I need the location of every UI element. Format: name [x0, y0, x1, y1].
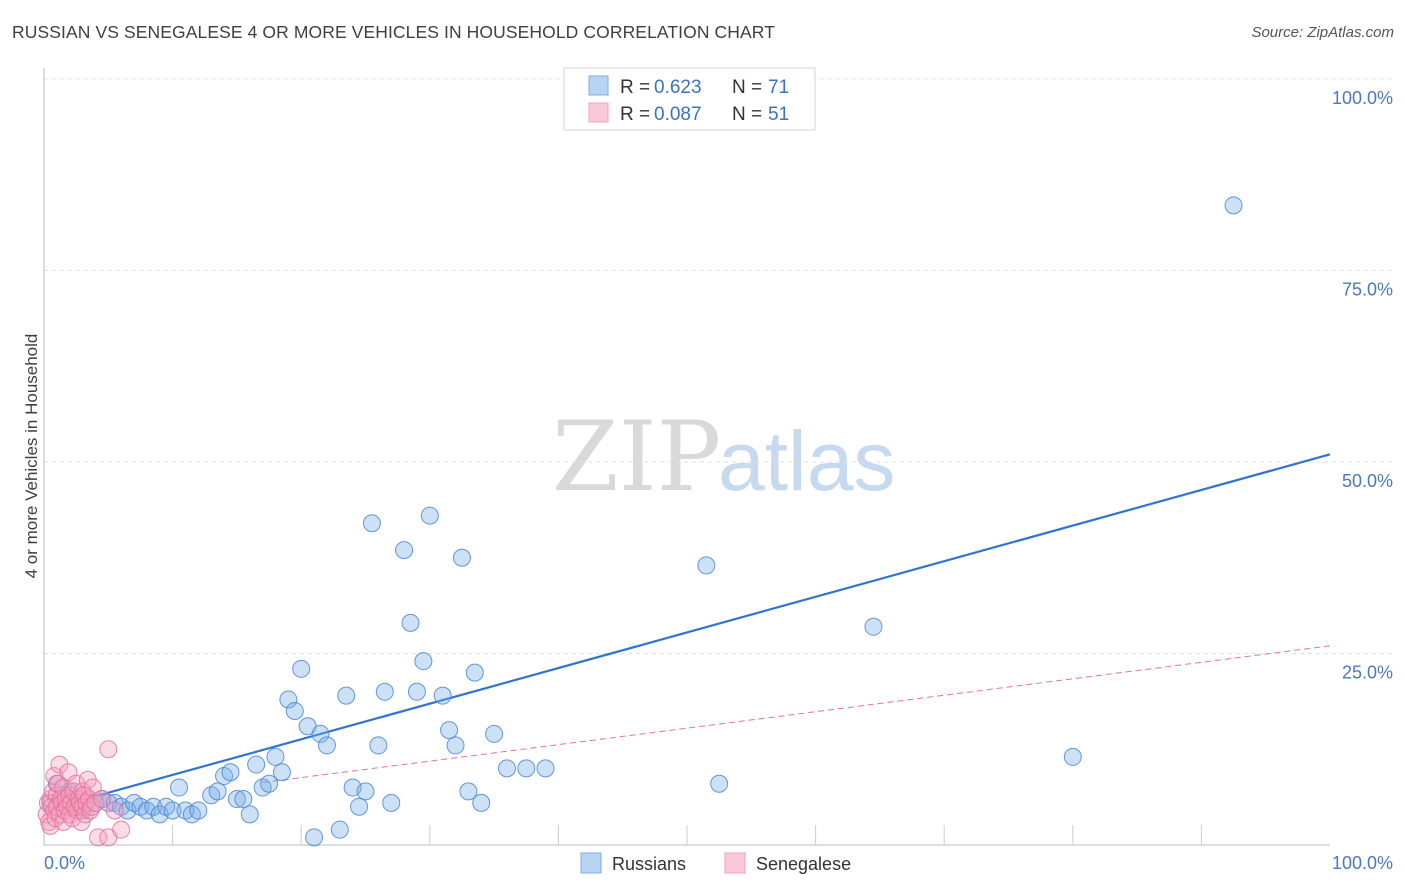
point-senegalese-50 — [99, 740, 118, 759]
point-senegalese-45 — [89, 828, 108, 847]
bottom-legend-swatch-russians — [580, 852, 602, 874]
series-legend: Russians Senegalese — [580, 852, 851, 874]
point-russians-70 — [864, 617, 883, 636]
point-russians-35 — [272, 763, 291, 782]
point-russians-59 — [446, 736, 465, 755]
bottom-legend-label-russians: Russians — [612, 854, 686, 874]
legend-r-value-russians: 0.623 — [654, 77, 702, 98]
y-tick-label-3: 100.0% — [1332, 88, 1393, 108]
point-russians-72 — [1224, 196, 1243, 215]
point-russians-30 — [240, 805, 259, 824]
watermark-zip: ZIP — [552, 401, 721, 513]
point-russians-58 — [440, 721, 459, 740]
point-russians-71 — [1063, 747, 1082, 766]
chart-title: RUSSIAN VS SENEGALESE 4 OR MORE VEHICLES… — [12, 22, 776, 42]
point-russians-65 — [497, 759, 516, 778]
y-tick-label-0: 25.0% — [1342, 663, 1393, 683]
point-russians-48 — [362, 514, 381, 533]
point-senegalese-46 — [92, 790, 111, 809]
legend-n-value-senegalese: 51 — [768, 104, 789, 125]
point-russians-52 — [395, 541, 414, 560]
legend-swatch-senegalese — [588, 102, 609, 123]
legend-r-value-senegalese: 0.087 — [654, 104, 702, 125]
point-russians-41 — [311, 724, 330, 743]
point-russians-68 — [697, 556, 716, 575]
legend-r-label-senegalese: R = — [620, 104, 650, 125]
point-russians-27 — [221, 763, 240, 782]
point-russians-49 — [369, 736, 388, 755]
point-russians-16 — [144, 797, 163, 816]
point-russians-31 — [247, 755, 266, 774]
point-russians-25 — [208, 782, 227, 801]
point-russians-42 — [317, 736, 336, 755]
point-senegalese-49 — [112, 820, 131, 839]
point-russians-23 — [189, 801, 208, 820]
point-russians-19 — [163, 801, 182, 820]
point-russians-57 — [433, 686, 452, 705]
point-russians-53 — [401, 613, 420, 632]
point-russians-34 — [266, 747, 285, 766]
point-russians-33 — [260, 774, 279, 793]
point-russians-54 — [407, 682, 426, 701]
point-russians-63 — [472, 793, 491, 812]
point-russians-60 — [452, 548, 471, 567]
point-russians-51 — [382, 793, 401, 812]
y-tick-labels: 25.0% 50.0% 75.0% 100.0% — [1332, 88, 1393, 683]
source-label: Source: ZipAtlas.com — [1251, 24, 1394, 41]
axes — [43, 68, 1330, 846]
point-russians-37 — [285, 701, 304, 720]
point-russians-28 — [227, 790, 246, 809]
bottom-legend-swatch-senegalese — [724, 852, 746, 874]
y-tick-label-2: 75.0% — [1342, 280, 1393, 300]
y-axis-label: 4 or more Vehicles in Household — [22, 334, 41, 579]
legend-n-value-russians: 71 — [768, 77, 789, 98]
point-russians-29 — [234, 790, 253, 809]
point-russians-46 — [350, 797, 369, 816]
point-russians-38 — [292, 659, 311, 678]
point-russians-20 — [170, 778, 189, 797]
y-tick-label-1: 50.0% — [1342, 471, 1393, 491]
point-russians-62 — [465, 663, 484, 682]
point-russians-50 — [375, 682, 394, 701]
x-tick-label-max: 100.0% — [1332, 853, 1393, 873]
point-russians-66 — [517, 759, 536, 778]
legend-n-label-senegalese: N = — [732, 104, 762, 125]
point-russians-64 — [485, 724, 504, 743]
gridlines — [44, 78, 1393, 654]
point-russians-40 — [305, 828, 324, 847]
trendline-russians — [82, 453, 1331, 801]
point-senegalese-48 — [105, 801, 124, 820]
point-russians-36 — [279, 690, 298, 709]
point-russians-69 — [710, 774, 729, 793]
point-russians-43 — [330, 820, 349, 839]
legend-n-label-russians: N = — [732, 77, 762, 98]
watermark-atlas: atlas — [718, 414, 895, 508]
point-russians-47 — [356, 782, 375, 801]
point-russians-67 — [536, 759, 555, 778]
point-russians-61 — [459, 782, 478, 801]
x-tick-label-min: 0.0% — [44, 853, 85, 873]
legend-r-label-russians: R = — [620, 77, 650, 98]
series-russians — [41, 196, 1243, 847]
data-points — [37, 196, 1243, 847]
series-senegalese — [37, 740, 131, 847]
point-senegalese-14 — [50, 755, 69, 774]
point-senegalese-17 — [54, 813, 73, 832]
legend-swatch-russians — [588, 75, 609, 96]
bottom-legend-label-senegalese: Senegalese — [756, 854, 851, 874]
stats-legend: R = 0.623 N = 71 R = 0.087 N = 51 — [563, 67, 816, 131]
point-russians-44 — [337, 686, 356, 705]
point-russians-56 — [420, 506, 439, 525]
point-russians-55 — [414, 652, 433, 671]
trendlines — [82, 453, 1331, 801]
